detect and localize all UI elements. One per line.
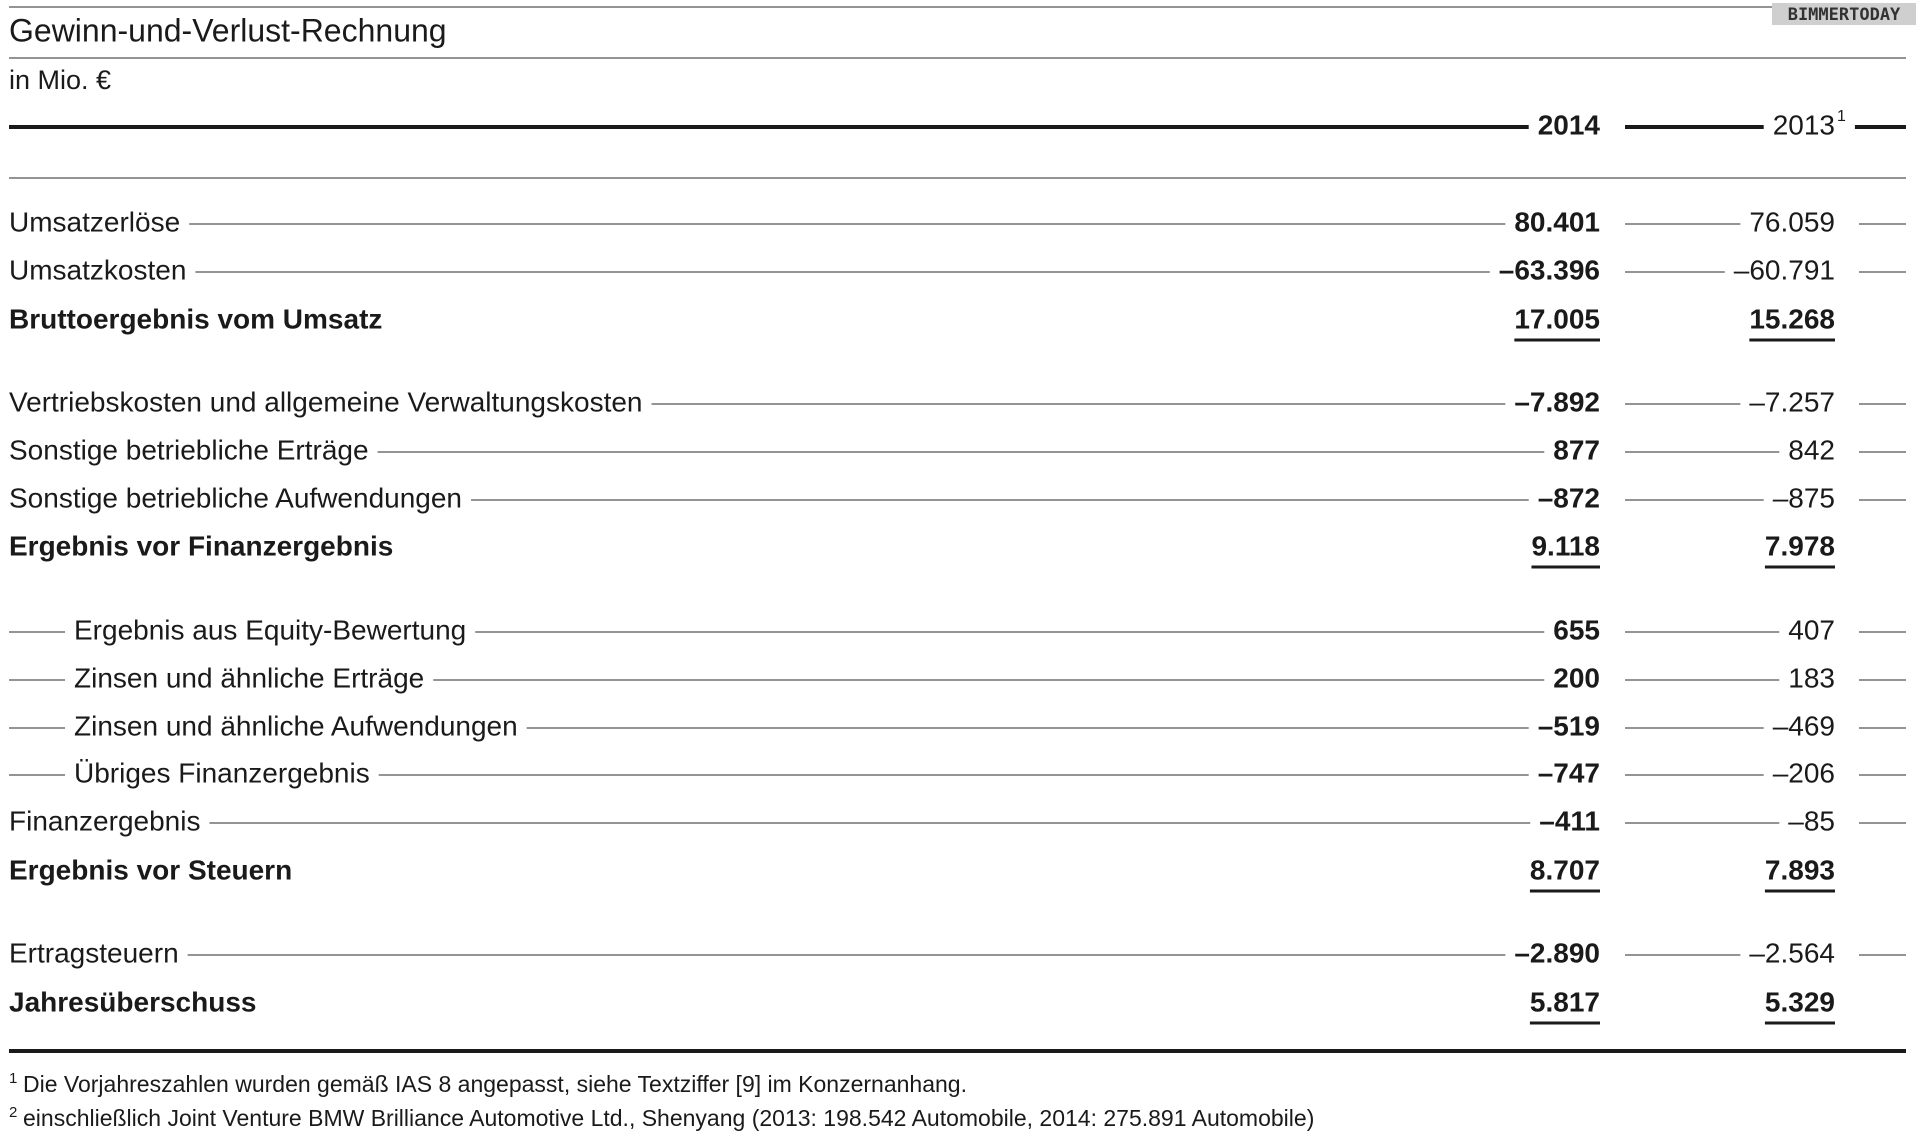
row-value: –85 [1788,805,1835,836]
row-value: 7.893 [1765,854,1835,885]
row-label: Ergebnis aus Equity-Bewertung [74,614,466,645]
row-value: 842 [1788,434,1835,465]
row-value: 200 [1553,662,1600,693]
row-value: 7.978 [1765,530,1835,561]
row-label: Übriges Finanzergebnis [74,757,370,788]
row-value: –519 [1538,710,1600,741]
row-value: 183 [1788,662,1835,693]
row-value: –206 [1773,757,1835,788]
column-header: 2013 [1773,109,1835,140]
row-label: Umsatzerlöse [9,206,180,237]
title: Gewinn-und-Verlust-Rechnung [9,12,447,48]
table-row: Ergebnis vor Steuern 8.707 7.893 [9,854,1835,893]
watermark: BIMMERTODAY [1788,5,1901,25]
column-note: 1 [1837,108,1846,125]
table-row: Umsatzerlöse 80.401 76.059 [9,206,1906,237]
row-value: 76.059 [1749,206,1835,237]
row-label: Sonstige betriebliche Aufwendungen [9,482,462,513]
row-value: 17.005 [1514,303,1600,334]
row-value: –2.890 [1514,937,1600,968]
row-value: –411 [1539,805,1600,836]
table-row: Zinsen und ähnliche Erträge 200 183 [9,662,1906,693]
row-value: 5.817 [1530,986,1600,1017]
row-value: 9.118 [1531,530,1600,561]
row-label: Umsatzkosten [9,254,186,285]
table-row: Bruttoergebnis vom Umsatz 17.005 15.268 [9,303,1835,342]
table-row: Finanzergebnis –411 –85 [9,805,1906,836]
row-value: –872 [1538,482,1600,513]
row-label: Ertragsteuern [9,937,179,968]
row-label-total: Ergebnis vor Steuern [9,854,292,885]
row-value: 5.329 [1765,986,1835,1017]
row-label: Zinsen und ähnliche Erträge [74,662,424,693]
column-header: 2014 [1538,109,1601,140]
footnote-mark: 2 [9,1104,17,1121]
row-label: Vertriebskosten und allgemeine Verwaltun… [9,386,643,417]
watermark-box [1772,3,1916,25]
table-row: Sonstige betriebliche Aufwendungen –872 –8… [9,482,1906,513]
table-row: Ertragsteuern –2.890 –2.564 [9,937,1906,968]
row-value: 655 [1553,614,1600,645]
row-label: Zinsen und ähnliche Aufwendungen [74,710,518,741]
row-label-total: Ergebnis vor Finanzergebnis [9,530,393,561]
row-value: –7.892 [1514,386,1600,417]
row-value: 15.268 [1749,303,1835,334]
row-value: 407 [1788,614,1835,645]
footnote-text: Die Vorjahreszahlen wurden gemäß IAS 8 a… [23,1071,967,1097]
row-label: Sonstige betriebliche Erträge [9,434,369,465]
table-row: Zinsen und ähnliche Aufwendungen –519 –469 [9,710,1906,741]
footnote-mark: 1 [9,1070,17,1087]
row-value: 80.401 [1514,206,1600,237]
table-row: Vertriebskosten und allgemeine Verwaltun… [9,386,1906,417]
table-row: Umsatzkosten –63.396 –60.791 [9,254,1906,285]
row-value: –747 [1538,757,1600,788]
row-value: –60.791 [1734,254,1835,285]
row-value: 877 [1553,434,1600,465]
row-label-total: Bruttoergebnis vom Umsatz [9,303,382,334]
footnote-text: einschließlich Joint Venture BMW Brillia… [23,1105,1314,1131]
row-value: –469 [1773,710,1835,741]
row-value: 8.707 [1530,854,1600,885]
row-label-total: Jahresüberschuss [9,986,256,1017]
row-value: –7.257 [1749,386,1835,417]
row-value: –875 [1773,482,1835,513]
row-value: –63.396 [1499,254,1600,285]
row-value: –2.564 [1749,937,1835,968]
table-row: Ergebnis vor Finanzergebnis 9.118 7.978 [9,530,1835,569]
table-row: Jahresüberschuss 5.817 5.329 [9,986,1835,1025]
row-label: Finanzergebnis [9,805,200,836]
table-row: Übriges Finanzergebnis –747 –206 [9,757,1906,788]
unit: in Mio. € [9,65,111,95]
table-row: Ergebnis aus Equity-Bewertung 655 407 [9,614,1906,645]
table-row: Sonstige betriebliche Erträge 877 842 [9,434,1906,465]
